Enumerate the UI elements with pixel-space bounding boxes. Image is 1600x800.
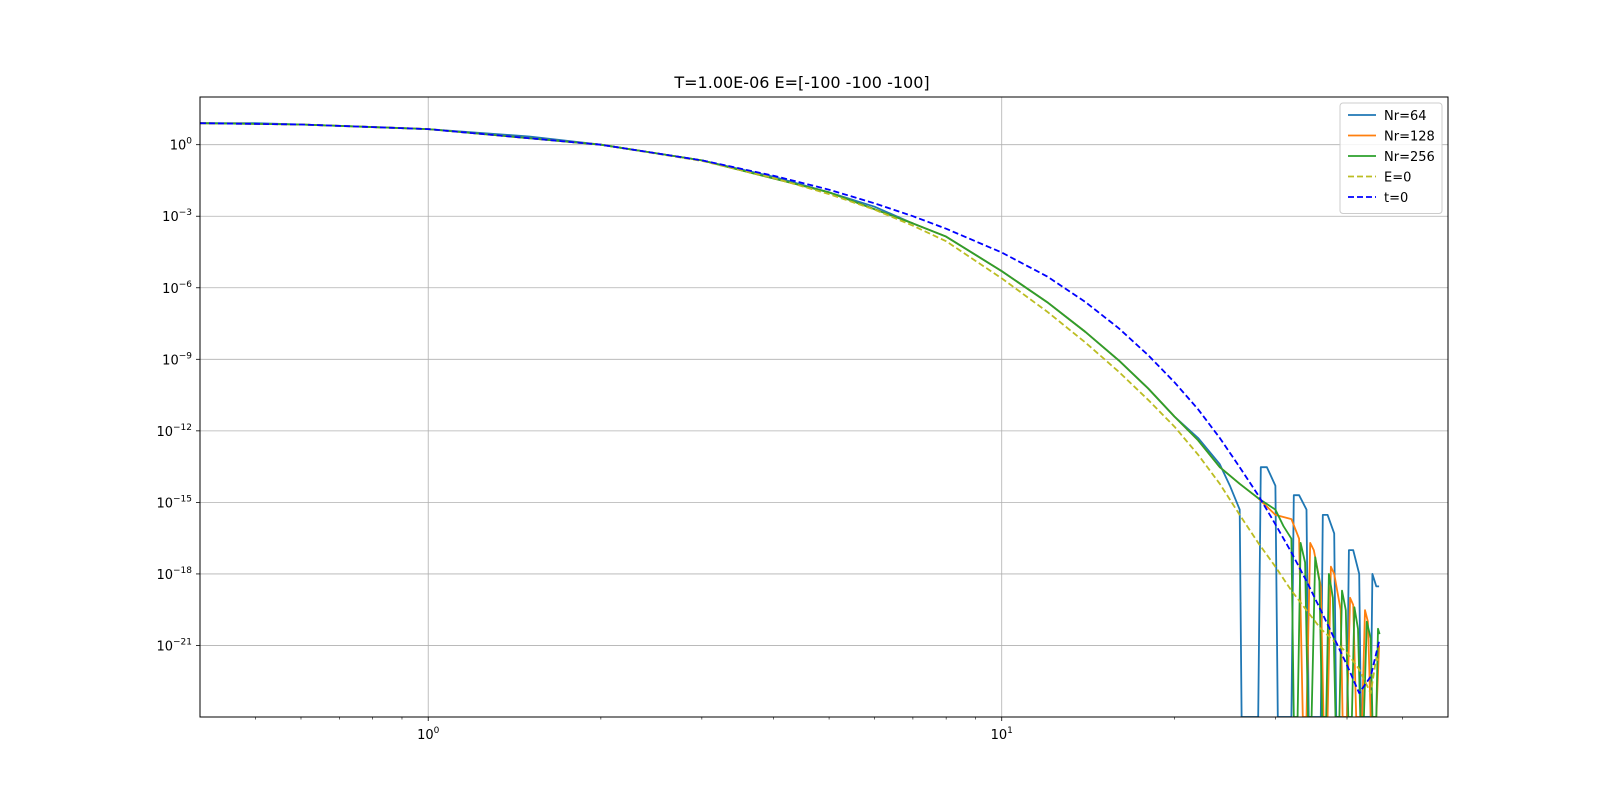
y-tick-label: 10−15: [156, 494, 192, 511]
legend-label: Nr=128: [1384, 130, 1435, 145]
y-tick-label: 10−12: [156, 423, 192, 440]
y-tick-label: 10−6: [162, 280, 192, 297]
y-tick-label: 10−21: [156, 637, 192, 654]
legend-label: Nr=256: [1384, 150, 1435, 165]
series-layer: [200, 122, 1381, 717]
legend-label: E=0: [1384, 171, 1411, 186]
y-tick-label: 10−18: [156, 566, 192, 583]
x-tick-label: 101: [991, 726, 1013, 743]
series-line-nr-256: [200, 122, 1381, 717]
grid: [200, 97, 1448, 717]
legend-box: [1339, 102, 1443, 214]
legend: Nr=64 Nr=128 Nr=256 E=0 t=0: [1339, 102, 1443, 214]
y-tick-label: 10−9: [162, 351, 192, 368]
chart-title: T=1.00E-06 E=[-100 -100 -100]: [673, 73, 929, 92]
legend-label: Nr=64: [1384, 109, 1427, 124]
series-line-t-0: [200, 122, 1380, 695]
legend-label: t=0: [1384, 191, 1408, 206]
y-tick-label: 100: [170, 137, 193, 154]
y-tick-label: 10−3: [162, 208, 192, 225]
plot-frame: [199, 96, 1449, 718]
ticks: 100 101 100 10−3 10−6 10−9 10−12 10−15 10−18 10−2…: [156, 137, 1403, 743]
x-tick-label: 100: [417, 726, 440, 743]
